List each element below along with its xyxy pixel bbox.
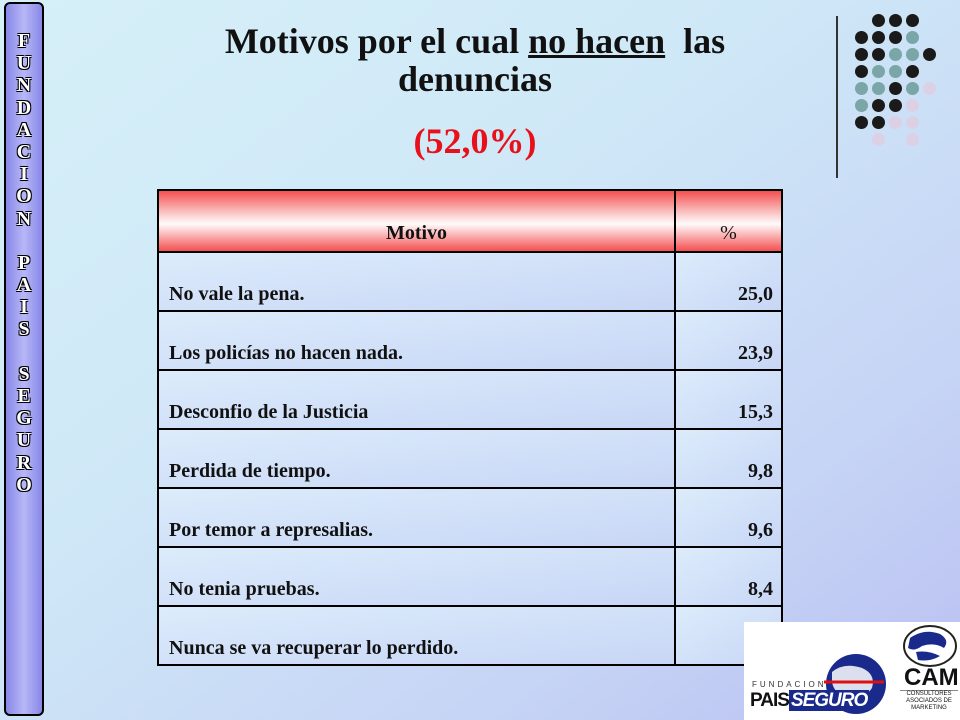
title-underlined: no hacen bbox=[528, 21, 666, 61]
cell-pct: 15,3 bbox=[674, 369, 783, 430]
cell-motivo: Los policías no hacen nada. bbox=[157, 310, 676, 371]
decorative-dot bbox=[872, 14, 885, 27]
table-header-row: Motivo % bbox=[157, 189, 783, 253]
cam-logo-text: CAM bbox=[904, 664, 959, 691]
page-subtitle: (52,0%) bbox=[413, 121, 537, 161]
decorative-dot bbox=[872, 31, 885, 44]
decorative-dot bbox=[923, 82, 936, 95]
sidebar-letter: A bbox=[16, 118, 32, 141]
decorative-dot bbox=[889, 116, 902, 129]
decorative-dot bbox=[889, 14, 902, 27]
decorative-dot bbox=[855, 99, 868, 112]
divider-line bbox=[836, 16, 838, 178]
table-row: No vale la pena. 25,0 bbox=[157, 251, 783, 312]
decorative-dot bbox=[855, 65, 868, 78]
sidebar-letter: E bbox=[17, 385, 31, 407]
decorative-dot bbox=[906, 14, 919, 27]
cell-motivo: Desconfio de la Justicia bbox=[157, 369, 676, 430]
table-row: No tenia pruebas. 8,4 bbox=[157, 546, 783, 607]
cell-motivo: Por temor a represalias. bbox=[157, 487, 676, 548]
cell-pct: 23,9 bbox=[674, 310, 783, 371]
fundacion-label: FUNDACION bbox=[752, 680, 827, 689]
sidebar-letter: C bbox=[16, 140, 32, 163]
seguro-label: SEGURO bbox=[788, 690, 870, 711]
decorative-dot bbox=[906, 82, 919, 95]
sidebar-letter: O bbox=[16, 185, 32, 208]
decorative-dot bbox=[889, 31, 902, 44]
decorative-dot bbox=[923, 48, 936, 61]
table-row: Perdida de tiempo. 9,8 bbox=[157, 428, 783, 489]
sidebar-letter: I bbox=[20, 296, 28, 319]
decorative-dot bbox=[889, 65, 902, 78]
pais-label: PAIS bbox=[750, 690, 790, 711]
decorative-dot bbox=[889, 99, 902, 112]
sidebar-letter: U bbox=[16, 52, 32, 75]
cell-motivo: Nunca se va recuperar lo perdido. bbox=[157, 605, 676, 666]
decorative-dot bbox=[855, 48, 868, 61]
title-prefix: Motivos por el cual bbox=[224, 21, 529, 61]
header-pct: % bbox=[674, 189, 783, 253]
decorative-dot bbox=[906, 31, 919, 44]
sidebar-letter: O bbox=[16, 473, 32, 496]
sidebar-letter: P bbox=[17, 251, 31, 274]
decorative-dot bbox=[889, 82, 902, 95]
table-row: Por temor a represalias. 9,6 bbox=[157, 487, 783, 548]
decorative-dot bbox=[872, 65, 885, 78]
decorative-dot bbox=[906, 99, 919, 112]
decorative-dot bbox=[872, 116, 885, 129]
cell-motivo: No tenia pruebas. bbox=[157, 546, 676, 607]
cell-pct: 9,8 bbox=[674, 428, 783, 489]
decorative-dot bbox=[906, 65, 919, 78]
decorative-dot bbox=[855, 116, 868, 129]
page-title: Motivos por el cual no hacen las denunci… bbox=[150, 22, 800, 98]
title-suffix: las bbox=[665, 21, 726, 61]
sidebar-letter: G bbox=[16, 407, 32, 430]
sidebar-letter: S bbox=[18, 318, 30, 341]
decorative-dot bbox=[855, 31, 868, 44]
sidebar-letter: N bbox=[16, 74, 32, 97]
header-motivo: Motivo bbox=[157, 189, 676, 253]
sidebar-letter: R bbox=[16, 451, 32, 474]
table-row: Los policías no hacen nada. 23,9 bbox=[157, 310, 783, 371]
decorative-dot bbox=[906, 116, 919, 129]
decorative-dot bbox=[906, 48, 919, 61]
sidebar-letter: I bbox=[20, 163, 28, 186]
sidebar-letter: A bbox=[16, 274, 32, 297]
decorative-dot bbox=[872, 48, 885, 61]
table-row: Nunca se va recuperar lo perdido. 8,0 bbox=[157, 605, 783, 666]
cell-pct: 9,6 bbox=[674, 487, 783, 548]
cell-motivo: No vale la pena. bbox=[157, 251, 676, 312]
motivos-table: Motivo % No vale la pena. 25,0 Los polic… bbox=[157, 189, 783, 666]
decorative-dot bbox=[872, 133, 885, 146]
decorative-dot-grid bbox=[855, 14, 955, 164]
title-line2: denuncias bbox=[397, 59, 553, 99]
cell-pct: 8,4 bbox=[674, 546, 783, 607]
decorative-dot bbox=[906, 133, 919, 146]
decorative-dot bbox=[855, 82, 868, 95]
decorative-dot bbox=[889, 48, 902, 61]
cell-pct: 25,0 bbox=[674, 251, 783, 312]
sidebar-letter: S bbox=[18, 362, 30, 385]
cell-motivo: Perdida de tiempo. bbox=[157, 428, 676, 489]
cam-subtitle: CONSULTORES ASOCIADOS DE MARKETING bbox=[900, 690, 958, 712]
decorative-dot bbox=[872, 82, 885, 95]
sidebar-letter: U bbox=[16, 429, 32, 452]
sidebar-letter: F bbox=[17, 30, 31, 52]
sidebar-banner: F U N D A C I O N P A I S S E G U R O bbox=[4, 2, 44, 716]
pais-seguro-logo: PAIS SEGURO bbox=[750, 690, 870, 712]
sidebar-letter: D bbox=[16, 96, 32, 119]
sidebar-letter: N bbox=[16, 207, 32, 230]
sponsor-logos: FUNDACION PAIS SEGURO CAM CONSULTORES ASO… bbox=[744, 622, 960, 720]
decorative-dot bbox=[872, 99, 885, 112]
table-row: Desconfio de la Justicia 15,3 bbox=[157, 369, 783, 430]
